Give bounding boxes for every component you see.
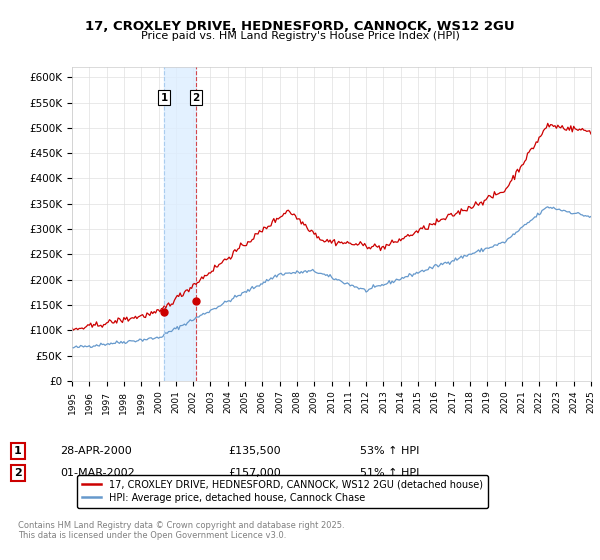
Text: 53% ↑ HPI: 53% ↑ HPI xyxy=(360,446,419,456)
Text: £157,000: £157,000 xyxy=(228,468,281,478)
Text: Price paid vs. HM Land Registry's House Price Index (HPI): Price paid vs. HM Land Registry's House … xyxy=(140,31,460,41)
Text: 2: 2 xyxy=(14,468,22,478)
Legend: 17, CROXLEY DRIVE, HEDNESFORD, CANNOCK, WS12 2GU (detached house), HPI: Average : 17, CROXLEY DRIVE, HEDNESFORD, CANNOCK, … xyxy=(77,475,488,508)
Text: 1: 1 xyxy=(14,446,22,456)
Text: 2: 2 xyxy=(193,92,200,102)
Text: 17, CROXLEY DRIVE, HEDNESFORD, CANNOCK, WS12 2GU: 17, CROXLEY DRIVE, HEDNESFORD, CANNOCK, … xyxy=(85,20,515,32)
Text: £135,500: £135,500 xyxy=(228,446,281,456)
Bar xyxy=(164,67,196,381)
Text: 1: 1 xyxy=(161,92,168,102)
Text: Contains HM Land Registry data © Crown copyright and database right 2025.
This d: Contains HM Land Registry data © Crown c… xyxy=(18,521,344,540)
Text: 01-MAR-2002: 01-MAR-2002 xyxy=(60,468,135,478)
Text: 51% ↑ HPI: 51% ↑ HPI xyxy=(360,468,419,478)
Text: 28-APR-2000: 28-APR-2000 xyxy=(60,446,132,456)
